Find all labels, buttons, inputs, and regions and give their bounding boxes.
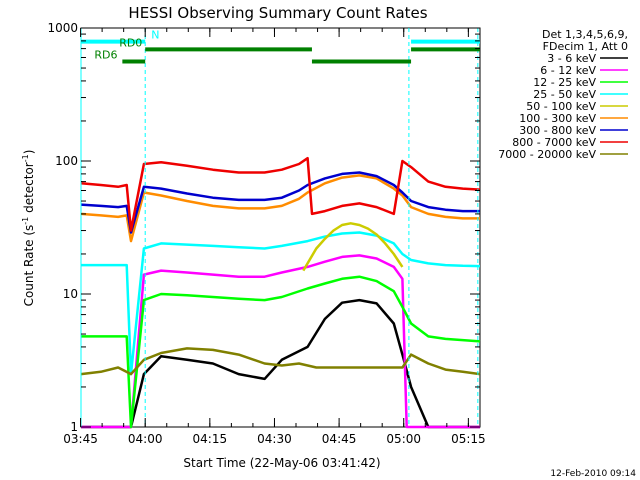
- y-axis-label-sup2: -1: [21, 154, 30, 162]
- x-tick-label: 05:15: [451, 432, 486, 446]
- flag-label-n: N: [151, 29, 159, 42]
- legend-label: 50 - 100 keV: [526, 100, 596, 113]
- legend: Det 1,3,4,5,6,9,FDecim 1, Att 03 - 6 keV…: [498, 28, 628, 161]
- series-line-6: [80, 171, 480, 234]
- legend-header-line: Det 1,3,4,5,6,9,: [542, 28, 628, 41]
- flag-label-rd6: RD6: [94, 48, 117, 61]
- plot-border: [80, 27, 481, 428]
- x-tick-label: 04:00: [128, 432, 163, 446]
- y-tick-label: 10: [63, 287, 78, 301]
- series-line-4: [302, 222, 404, 272]
- legend-label: 25 - 50 keV: [533, 88, 596, 101]
- footer-timestamp: 12-Feb-2010 09:14: [550, 469, 636, 479]
- series-line-7: [80, 156, 481, 232]
- x-tick-label: 04:15: [193, 432, 228, 446]
- legend-label: 6 - 12 keV: [540, 64, 596, 77]
- ticks-layer: 1 10 100 1000 03:45 04:00 04:15 04:30 04:45 05:00…: [47, 21, 485, 446]
- x-tick-label: 03:45: [63, 432, 98, 446]
- series-line-1: [81, 254, 480, 429]
- x-tick-label: 04:30: [257, 432, 292, 446]
- legend-label: 12 - 25 keV: [533, 76, 596, 89]
- y-tick-label: 1: [70, 420, 78, 434]
- y-tick-label: 1000: [47, 21, 78, 35]
- legend-label: 300 - 800 keV: [519, 124, 596, 137]
- legend-label: 7000 - 20000 keV: [498, 148, 596, 161]
- series-line-8: [80, 347, 481, 376]
- x-axis-label: Start Time (22-May-06 03:41:42): [183, 456, 380, 470]
- x-tick-label: 04:45: [322, 432, 357, 446]
- series-line-0: [81, 298, 480, 429]
- y-tick-label: 100: [55, 154, 78, 168]
- series-line-3: [81, 231, 481, 376]
- y-axis-label-sup1: -1: [21, 217, 30, 225]
- y-axis-label: Count Rate (s-1 detector-1): [21, 150, 36, 307]
- legend-label: 800 - 7000 keV: [512, 136, 596, 149]
- y-axis-label-part2: detector: [22, 162, 36, 217]
- plot-frame: [80, 27, 481, 428]
- series-layer: [80, 156, 481, 429]
- legend-label: 100 - 300 keV: [519, 112, 596, 125]
- y-axis-label-part1: Count Rate (s: [22, 225, 36, 307]
- y-axis-label-part3: ): [22, 150, 36, 155]
- legend-label: 3 - 6 keV: [547, 52, 596, 65]
- series-line-5: [80, 174, 480, 243]
- flag-label-rd0: RD0: [119, 36, 142, 49]
- x-tick-label: 05:00: [386, 432, 421, 446]
- chart-title: HESSI Observing Summary Count Rates: [128, 4, 427, 22]
- series-line-2: [81, 275, 481, 429]
- legend-header-line: FDecim 1, Att 0: [543, 40, 628, 53]
